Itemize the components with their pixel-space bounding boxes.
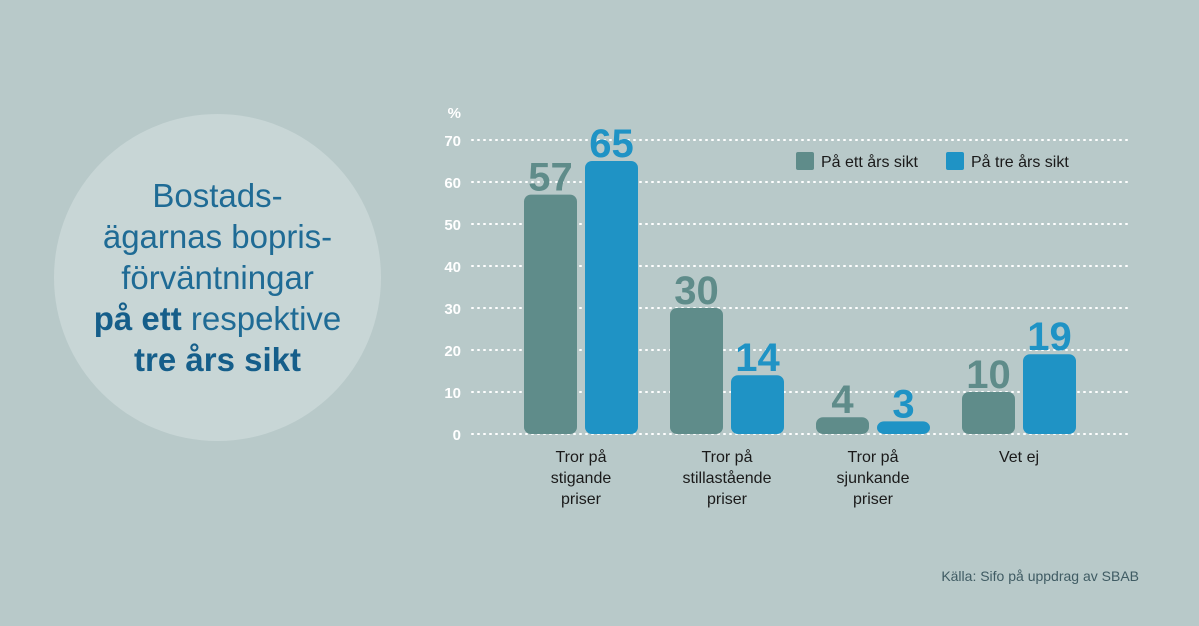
title-text: respektive bbox=[181, 300, 342, 337]
data-label: 57 bbox=[528, 156, 573, 200]
title-circle: Bostads-ägarnas bopris-förväntningar på e… bbox=[54, 114, 381, 441]
legend-swatch bbox=[946, 152, 964, 170]
category-label: stillastående bbox=[683, 469, 772, 487]
title-line: på ett respektive bbox=[94, 298, 342, 339]
data-label: 19 bbox=[1027, 315, 1072, 359]
title-text: Bostads- bbox=[152, 177, 283, 214]
data-label: 3 bbox=[892, 382, 914, 426]
category-label: Tror på bbox=[702, 448, 753, 466]
title-line: förväntningar bbox=[121, 257, 314, 298]
y-axis-label: % bbox=[448, 105, 461, 122]
y-tick-label: 10 bbox=[444, 385, 461, 402]
bar bbox=[670, 308, 723, 434]
title-text: förväntningar bbox=[121, 259, 314, 296]
y-tick-label: 20 bbox=[444, 343, 461, 360]
bar bbox=[524, 194, 577, 434]
bar bbox=[962, 392, 1015, 434]
data-label: 10 bbox=[966, 353, 1011, 397]
data-label: 65 bbox=[589, 122, 634, 166]
y-tick-label: 50 bbox=[444, 217, 461, 234]
title-text: ägarnas bopris- bbox=[102, 218, 333, 255]
legend-label: På ett års sikt bbox=[821, 153, 918, 171]
title-line: Bostads- bbox=[152, 175, 282, 216]
bar bbox=[1023, 354, 1076, 434]
title-line: tre års sikt bbox=[134, 339, 301, 380]
category-label: Tror på bbox=[556, 448, 607, 466]
title-text: tre års sikt bbox=[134, 341, 301, 378]
category-label: priser bbox=[561, 491, 602, 508]
category-label: priser bbox=[707, 491, 748, 508]
data-label: 30 bbox=[674, 269, 719, 313]
source-note: Källa: Sifo på uppdrag av SBAB bbox=[941, 568, 1139, 584]
legend-swatch bbox=[796, 152, 814, 170]
category-label: priser bbox=[853, 491, 894, 508]
y-tick-label: 0 bbox=[453, 427, 461, 444]
legend-label: På tre års sikt bbox=[971, 153, 1069, 171]
title-line: ägarnas bopris- bbox=[103, 216, 332, 257]
y-tick-label: 30 bbox=[444, 301, 461, 318]
title-text: på ett bbox=[93, 300, 182, 337]
category-label: Vet ej bbox=[999, 449, 1039, 466]
bar bbox=[731, 375, 784, 434]
bar bbox=[816, 417, 869, 434]
category-label: stigande bbox=[551, 470, 612, 487]
bar bbox=[877, 421, 930, 434]
y-tick-label: 60 bbox=[444, 175, 461, 192]
category-label: sjunkande bbox=[837, 470, 910, 487]
data-label: 4 bbox=[831, 378, 854, 422]
bar bbox=[585, 161, 638, 434]
data-label: 14 bbox=[735, 336, 780, 380]
category-label: Tror på bbox=[848, 448, 899, 466]
y-tick-label: 40 bbox=[444, 259, 461, 276]
y-tick-label: 70 bbox=[444, 133, 461, 150]
